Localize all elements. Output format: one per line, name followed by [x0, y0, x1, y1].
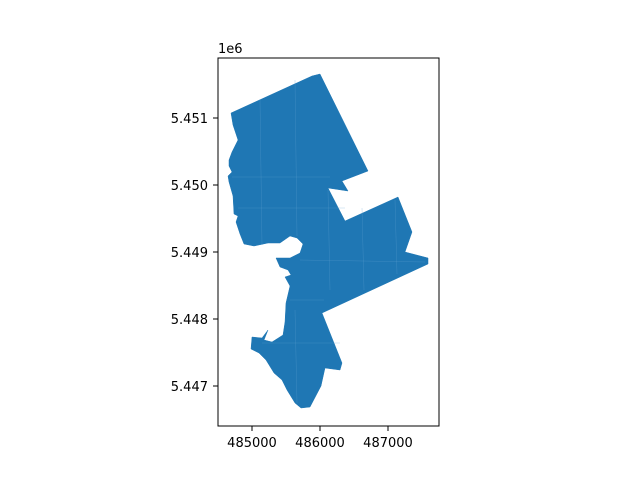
y-tick-label: 5.447: [171, 380, 208, 395]
axes-frame: [217, 57, 440, 427]
polygon-internal-lines: [232, 79, 426, 404]
region-polygon: [227, 73, 429, 409]
x-tick-label: 486000: [295, 436, 345, 451]
x-axis: 485000 486000 487000: [227, 426, 413, 451]
y-axis: 5.447 5.448 5.449 5.450 5.451 1e6: [171, 42, 243, 395]
x-tick-label: 485000: [227, 436, 277, 451]
y-tick-label: 5.450: [171, 179, 208, 194]
y-tick-label: 5.449: [171, 246, 208, 261]
y-tick-label: 5.448: [171, 313, 208, 328]
y-tick-label: 5.451: [171, 112, 208, 127]
y-offset-label: 1e6: [218, 42, 243, 57]
x-tick-label: 487000: [363, 436, 413, 451]
